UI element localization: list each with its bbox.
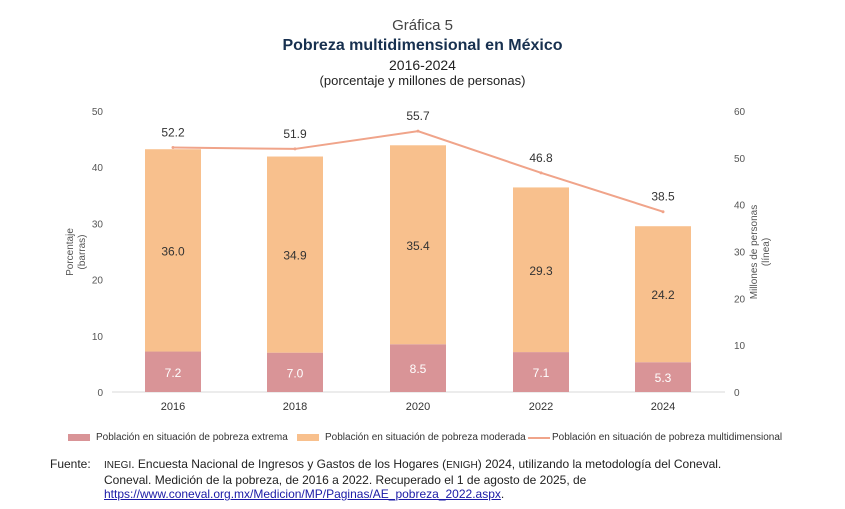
bar-extrema <box>390 344 446 392</box>
data-label-multidimensional: 55.7 <box>406 109 430 123</box>
bar-moderada <box>390 145 446 345</box>
bar-extrema <box>513 352 569 392</box>
data-label-extrema: 7.0 <box>287 366 304 380</box>
data-label-multidimensional: 38.5 <box>651 190 675 204</box>
source-label: Fuente: <box>50 457 91 471</box>
line-point-multidimensional <box>293 147 297 151</box>
line-point-multidimensional <box>661 210 665 214</box>
data-label-moderada: 34.9 <box>283 249 307 263</box>
data-label-extrema: 5.3 <box>655 371 672 385</box>
bar-moderada <box>145 149 201 352</box>
data-label-multidimensional: 52.2 <box>161 126 185 140</box>
y-right-axis-subtitle: (línea) <box>761 238 772 266</box>
bar-extrema <box>635 362 691 392</box>
data-label-multidimensional: 46.8 <box>529 151 553 165</box>
data-label-extrema: 7.1 <box>533 366 550 380</box>
x-tick-label: 2020 <box>406 401 430 413</box>
chart-units: (porcentaje y millones de personas) <box>319 73 526 88</box>
source-link[interactable]: https://www.coneval.org.mx/Medicion/MP/P… <box>104 487 501 501</box>
data-label-extrema: 8.5 <box>410 362 427 376</box>
source-end: . <box>500 487 505 501</box>
legend-label-extrema: Población en situación de pobreza extrem… <box>96 432 288 443</box>
bar-moderada <box>267 156 323 353</box>
bar-extrema <box>145 351 201 392</box>
line-point-multidimensional <box>171 146 175 150</box>
legend-label-moderada: Población en situación de pobreza modera… <box>325 432 526 443</box>
y-left-tick-label: 40 <box>92 163 104 174</box>
data-label-extrema: 7.2 <box>165 366 182 380</box>
legend-swatch-multidimensional <box>528 436 550 439</box>
bar-moderada <box>635 226 691 363</box>
line-point-multidimensional <box>416 129 420 133</box>
chart-title: Pobreza multidimensional en México <box>282 37 563 54</box>
legend-swatch-moderada <box>297 434 319 441</box>
y-left-tick-label: 30 <box>92 219 104 230</box>
y-right-tick-label: 0 <box>734 388 740 399</box>
y-right-tick-label: 40 <box>734 201 746 212</box>
legend-swatch-extrema <box>68 434 90 441</box>
data-label-moderada: 29.3 <box>529 264 553 278</box>
y-left-tick-label: 0 <box>97 388 103 399</box>
y-left-tick-label: 20 <box>92 276 104 287</box>
y-left-tick-label: 10 <box>92 332 104 343</box>
source-org: INEGI <box>104 460 132 471</box>
y-right-axis-title: Millones de personas <box>749 205 760 300</box>
source-text-2: ) 2024, utilizando la metodología del Co… <box>477 457 722 471</box>
source-text-1: . Encuesta Nacional de Ingresos y Gastos… <box>131 457 447 471</box>
data-label-moderada: 24.2 <box>651 288 675 302</box>
legend-item-moderada: Población en situación de pobreza modera… <box>297 432 526 443</box>
source-text: INEGI. Encuesta Nacional de Ingresos y G… <box>104 457 804 501</box>
y-right-tick-label: 50 <box>734 154 746 165</box>
legend-item-multidimensional: Población en situación de pobreza multid… <box>528 432 782 443</box>
y-left-axis-title: Porcentaje <box>65 228 76 276</box>
data-label-moderada: 35.4 <box>406 239 430 253</box>
legend-label-multidimensional: Población en situación de pobreza multid… <box>552 432 783 443</box>
source-line-2: Coneval. Medición de la pobreza, de 2016… <box>104 473 587 487</box>
y-right-tick-label: 10 <box>734 341 746 352</box>
y-right-tick-label: 20 <box>734 294 746 305</box>
y-right-tick-label: 30 <box>734 248 746 259</box>
chart-area: 0 10 20 30 40 50 0 10 20 30 40 50 60 Porcentaje (barra… <box>65 107 772 413</box>
chart-period: 2016-2024 <box>389 57 456 73</box>
line-point-multidimensional <box>539 171 543 175</box>
legend-item-extrema: Población en situación de pobreza extrem… <box>68 432 288 443</box>
x-tick-label: 2024 <box>651 401 675 413</box>
y-right-tick-label: 60 <box>734 107 746 118</box>
x-tick-label: 2016 <box>161 401 185 413</box>
bar-moderada <box>513 187 569 353</box>
source-enigh: ENIGH <box>446 460 478 471</box>
data-label-multidimensional: 51.9 <box>283 127 307 141</box>
y-left-axis-subtitle: (barras) <box>77 234 88 269</box>
chart-number: Gráfica 5 <box>392 17 453 34</box>
y-left-tick-label: 50 <box>92 107 104 118</box>
x-tick-label: 2018 <box>283 401 307 413</box>
bar-extrema <box>267 352 323 392</box>
x-tick-label: 2022 <box>529 401 553 413</box>
data-label-moderada: 36.0 <box>161 244 185 258</box>
